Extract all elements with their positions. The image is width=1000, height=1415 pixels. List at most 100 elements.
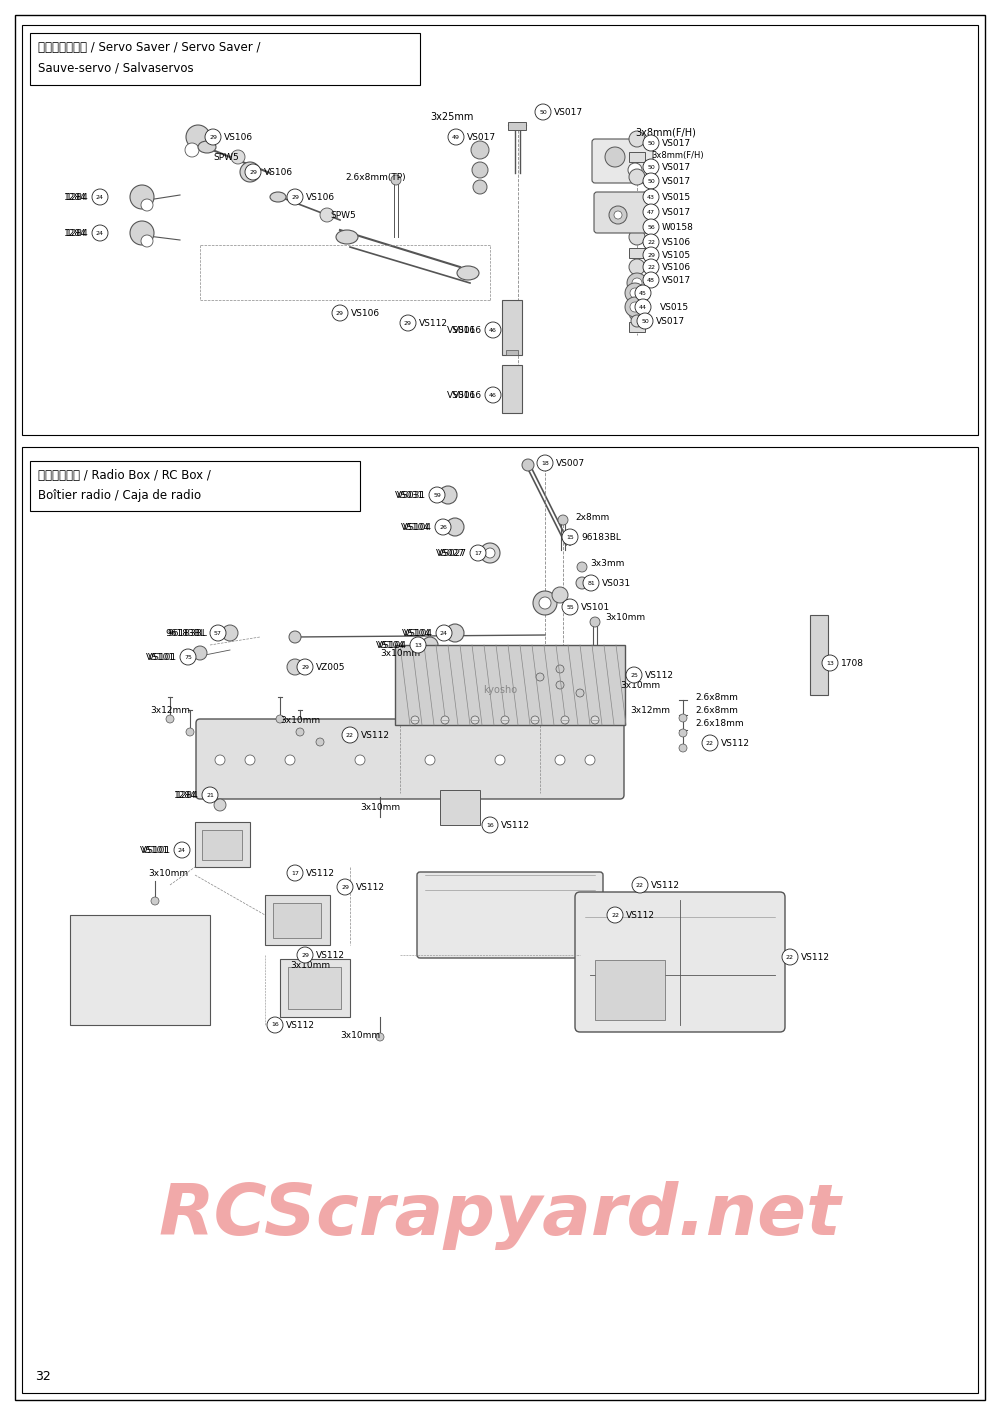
Circle shape	[473, 180, 487, 194]
Circle shape	[822, 655, 838, 671]
Circle shape	[629, 132, 645, 147]
Circle shape	[626, 666, 642, 683]
Circle shape	[480, 543, 500, 563]
Text: 50: 50	[647, 164, 655, 170]
Text: 1284: 1284	[64, 228, 87, 238]
Circle shape	[576, 577, 588, 589]
Circle shape	[630, 301, 640, 311]
Text: 55: 55	[566, 604, 574, 610]
Text: 29: 29	[404, 321, 412, 325]
Text: VS112: VS112	[801, 952, 830, 962]
Text: 3x12mm: 3x12mm	[630, 706, 670, 715]
Circle shape	[635, 284, 651, 301]
Bar	[508, 122, 526, 130]
Text: 48: 48	[647, 277, 655, 283]
Text: VS112: VS112	[651, 880, 680, 890]
Text: VS112: VS112	[501, 821, 530, 829]
Text: 17: 17	[474, 550, 482, 556]
Circle shape	[643, 190, 659, 205]
Bar	[280, 959, 350, 1017]
Circle shape	[562, 529, 578, 545]
Text: VS027: VS027	[436, 549, 465, 558]
Circle shape	[629, 259, 645, 275]
Text: 56: 56	[647, 225, 655, 229]
Text: 3x12mm: 3x12mm	[150, 706, 190, 715]
Circle shape	[614, 211, 622, 219]
Ellipse shape	[270, 192, 286, 202]
Text: 22: 22	[706, 740, 714, 746]
Bar	[30, 33, 420, 85]
Text: VS106: VS106	[306, 192, 335, 201]
Circle shape	[501, 716, 509, 724]
Circle shape	[555, 756, 565, 766]
Text: 3x10mm: 3x10mm	[148, 869, 188, 877]
Text: W0158: W0158	[662, 222, 694, 232]
Text: VS007: VS007	[556, 458, 585, 467]
Text: 81: 81	[587, 580, 595, 586]
Circle shape	[446, 518, 464, 536]
Circle shape	[605, 147, 625, 167]
Text: 49: 49	[452, 134, 460, 140]
Circle shape	[267, 1017, 283, 1033]
Text: VS016: VS016	[447, 325, 476, 334]
Text: 3x10mm: 3x10mm	[340, 1030, 380, 1040]
Circle shape	[609, 207, 627, 224]
Bar	[629, 151, 645, 161]
Text: 29: 29	[249, 170, 257, 174]
Circle shape	[702, 734, 718, 751]
Text: 3x10mm: 3x10mm	[605, 613, 645, 621]
Text: 17: 17	[291, 870, 299, 876]
Circle shape	[296, 727, 304, 736]
Text: 45: 45	[639, 290, 647, 296]
Text: VS031: VS031	[395, 491, 424, 499]
Text: 22: 22	[611, 913, 619, 917]
Circle shape	[231, 150, 245, 164]
Text: 26: 26	[439, 525, 447, 529]
Text: 96183BL: 96183BL	[167, 628, 207, 638]
Circle shape	[289, 631, 301, 642]
Text: 50: 50	[539, 109, 547, 115]
Circle shape	[342, 727, 358, 743]
Circle shape	[643, 248, 659, 263]
Circle shape	[643, 233, 659, 250]
Circle shape	[643, 158, 659, 175]
Text: 3x8mm(F/H): 3x8mm(F/H)	[635, 127, 696, 137]
Text: 1284: 1284	[174, 791, 197, 799]
Text: 44: 44	[639, 304, 647, 310]
Text: VS017: VS017	[662, 163, 691, 171]
Circle shape	[558, 515, 568, 525]
Bar	[629, 248, 645, 258]
Text: 29: 29	[647, 252, 655, 258]
Bar	[195, 822, 250, 867]
Bar	[265, 896, 330, 945]
Text: 22: 22	[647, 265, 655, 269]
Circle shape	[240, 161, 260, 183]
Bar	[22, 25, 978, 434]
Text: 96183BL: 96183BL	[165, 628, 205, 638]
Circle shape	[585, 756, 595, 766]
Text: 24: 24	[178, 848, 186, 852]
Circle shape	[472, 161, 488, 178]
Text: VS112: VS112	[645, 671, 674, 679]
Text: VS027: VS027	[438, 549, 467, 558]
Circle shape	[539, 597, 551, 608]
Circle shape	[435, 519, 451, 535]
Text: VS105: VS105	[662, 250, 691, 259]
Circle shape	[536, 674, 544, 681]
Circle shape	[320, 208, 334, 222]
Circle shape	[202, 787, 218, 802]
Text: 29: 29	[336, 310, 344, 316]
Circle shape	[643, 259, 659, 275]
Circle shape	[316, 739, 324, 746]
Text: 46: 46	[489, 392, 497, 398]
Circle shape	[537, 456, 553, 471]
Circle shape	[441, 716, 449, 724]
Circle shape	[643, 173, 659, 190]
Circle shape	[471, 142, 489, 158]
Circle shape	[141, 200, 153, 211]
Circle shape	[297, 659, 313, 675]
Circle shape	[643, 219, 659, 235]
Circle shape	[556, 681, 564, 689]
Text: 1284: 1284	[66, 192, 89, 201]
Text: VS112: VS112	[721, 739, 750, 747]
